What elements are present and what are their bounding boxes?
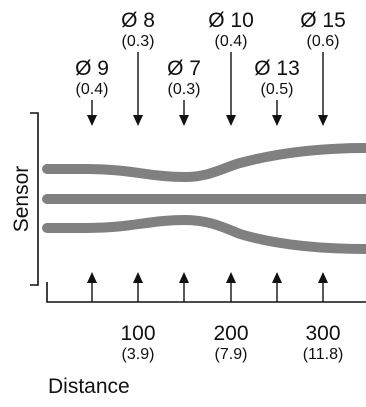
beam-lower-edge	[42, 214, 366, 254]
beam-inch-label: (0.5)	[261, 81, 294, 98]
distance-axis	[46, 282, 366, 303]
beam-label-4: Ø 10 (0.4)	[208, 9, 254, 50]
distance-tick-200: 200 (7.9)	[213, 322, 248, 363]
distance-tick-100: 100 (3.9)	[120, 322, 155, 363]
beam-inch-label: (0.3)	[168, 81, 201, 98]
down-arrow	[272, 100, 282, 126]
up-arrow	[272, 272, 282, 302]
distance-tick-300: 300 (11.8)	[303, 322, 344, 363]
beam-label-3: Ø 7 (0.3)	[167, 57, 201, 98]
distance-tick-inch: (7.9)	[215, 346, 248, 363]
y-axis-label: Sensor	[10, 166, 33, 233]
distance-tick-inch: (3.9)	[122, 346, 155, 363]
beam-diameter-label: Ø 8	[121, 9, 155, 32]
beam-label-5: Ø 13 (0.5)	[254, 57, 300, 98]
sensor-bracket	[30, 112, 39, 286]
beam-diameter-label: Ø 7	[167, 57, 201, 80]
up-arrow	[179, 272, 189, 302]
distance-tick-value: 300	[305, 322, 340, 345]
down-arrow	[226, 52, 236, 126]
up-arrow	[318, 272, 328, 302]
beam-diameter-label: Ø 15	[300, 9, 346, 32]
beam-diameter-label: Ø 10	[208, 9, 254, 32]
up-arrow	[133, 272, 143, 302]
distance-tick-value: 100	[120, 322, 155, 345]
beam-label-1: Ø 9 (0.4)	[75, 57, 109, 98]
x-axis-label: Distance	[48, 375, 130, 398]
down-arrow	[133, 52, 143, 126]
up-arrow	[226, 272, 236, 302]
beam-inch-label: (0.3)	[122, 33, 155, 50]
beam-inch-label: (0.4)	[76, 81, 109, 98]
beam-upper-edge	[42, 143, 366, 183]
down-arrow	[87, 100, 97, 126]
up-arrow	[87, 272, 97, 302]
distance-tick-inch: (11.8)	[303, 346, 344, 363]
beam-label-6: Ø 15 (0.6)	[300, 9, 346, 50]
down-arrow	[318, 52, 328, 126]
beam-inch-label: (0.4)	[215, 33, 248, 50]
beam-diameter-label: Ø 13	[254, 57, 300, 80]
down-arrow	[179, 100, 189, 126]
distance-tick-value: 200	[213, 322, 248, 345]
beam-diameter-label: Ø 9	[75, 57, 109, 80]
beam-inch-label: (0.6)	[307, 33, 340, 50]
beam-label-2: Ø 8 (0.3)	[121, 9, 155, 50]
